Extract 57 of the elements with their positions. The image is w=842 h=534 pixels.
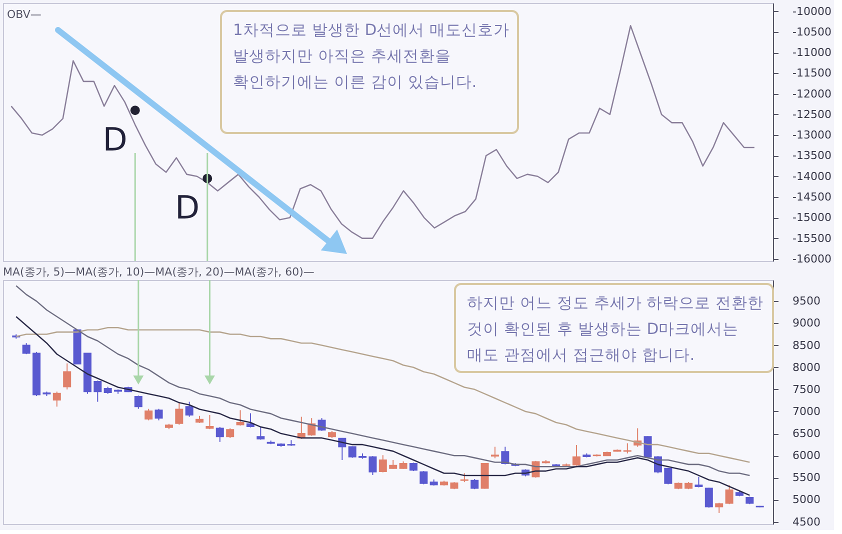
annotation: 하지만 어느 정도 추세가 하락으로 전환한 것이 확인된 후 발생하는 D마크에서는 매도 관점에서 접근해야 합니다. [467, 294, 764, 364]
annotation: 1차적으로 발생한 D선에서 매도신호가 발생하지만 아직은 추세전환을 확인하기에는 이른 감이 있습니다. [233, 21, 510, 91]
y-tick-label: 4500 [792, 515, 820, 528]
y-tick-label: -12500 [792, 108, 832, 121]
candlestick [501, 446, 510, 465]
y-tick-label: -13500 [792, 149, 832, 162]
candlestick [694, 476, 703, 488]
annotation: D [175, 188, 200, 226]
candlestick [368, 456, 377, 476]
candlestick [134, 395, 142, 410]
candlestick [52, 391, 61, 408]
candlestick [572, 444, 580, 466]
candlestick [63, 362, 72, 390]
y-tick-label: 6000 [792, 449, 820, 462]
y-tick-label: 5000 [792, 493, 820, 506]
y-tick-label: 9500 [792, 294, 820, 308]
y-tick-label: 7000 [792, 404, 820, 418]
y-tick-label: -11500 [792, 66, 832, 80]
candlestick [216, 426, 224, 442]
candlestick [206, 414, 214, 430]
y-tick-label: 7500 [792, 382, 820, 396]
candlestick [236, 410, 244, 426]
y-tick-label: 8500 [792, 338, 820, 352]
y-tick-label: -10500 [792, 25, 832, 38]
annotation: OBV— [7, 8, 42, 21]
y-tick-label: 9000 [792, 316, 820, 330]
y-tick-label: -15000 [792, 211, 832, 224]
line-series [10, 25, 756, 239]
candlestick [22, 342, 30, 355]
candlestick [185, 401, 194, 418]
y-tick-label: -13000 [792, 128, 832, 142]
y-tick-label: -14000 [792, 170, 832, 183]
candlestick [144, 408, 153, 421]
candlestick [154, 408, 163, 421]
candlestick [378, 454, 387, 473]
candlestick [94, 380, 102, 402]
line-series [15, 316, 750, 496]
y-tick-label: -15500 [792, 232, 832, 245]
candlestick [256, 426, 265, 440]
y-tick-label: 8000 [792, 360, 820, 374]
candlestick [226, 428, 234, 438]
candlestick [420, 470, 428, 485]
candlestick [664, 467, 672, 485]
y-tick-label: -12000 [792, 87, 832, 100]
y-tick-label: -11000 [792, 46, 832, 60]
y-tick-label: 6500 [792, 427, 820, 440]
candlestick [246, 412, 254, 428]
text: MA(종가, 5)—MA(종가, 10)—MA(종가, 20)—MA(종가, 60)— [3, 265, 314, 278]
y-tick-label: -10000 [792, 4, 832, 18]
y-tick-label: -14500 [792, 190, 832, 204]
candlestick [490, 446, 499, 459]
annotation: D [102, 120, 128, 158]
candlestick [308, 418, 316, 436]
candlestick [175, 402, 184, 426]
candlestick [725, 484, 734, 505]
y-tick-label: 5500 [792, 471, 820, 484]
y-tick-label: -16000 [792, 252, 832, 266]
